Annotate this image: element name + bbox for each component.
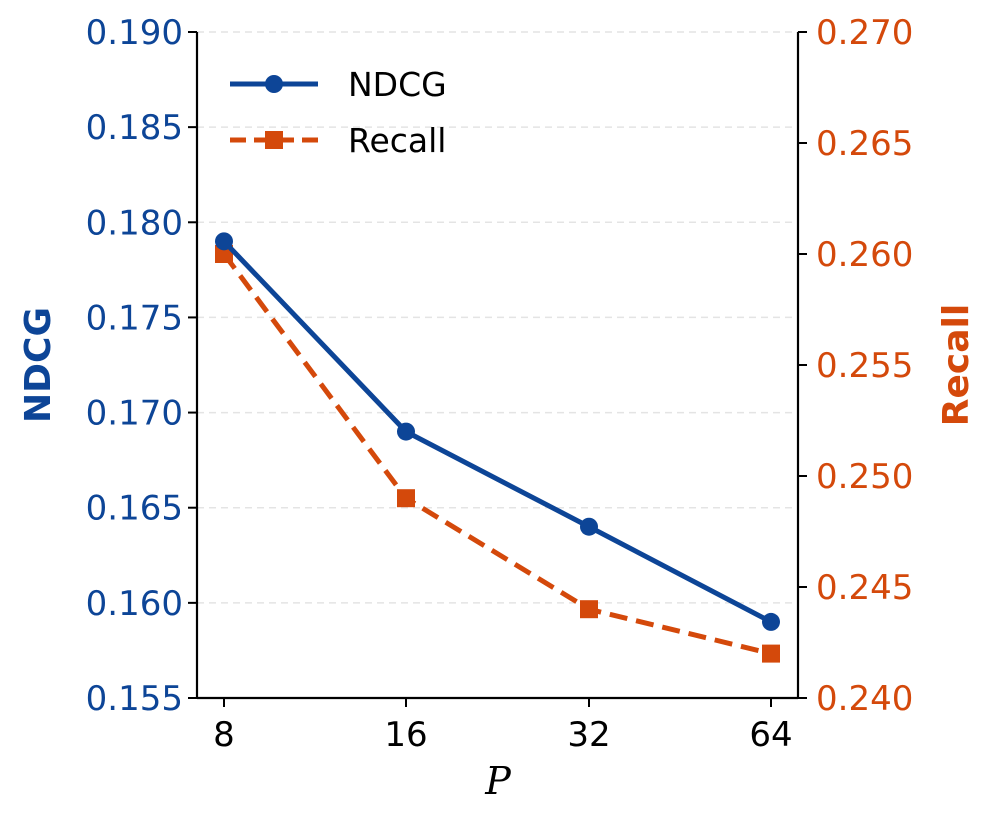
left-tick-label: 0.160 (86, 584, 183, 624)
left-tick-label: 0.180 (86, 203, 183, 243)
data-point-recall (580, 600, 598, 619)
left-axis-title: NDCG (18, 307, 59, 423)
left-tick-label: 0.170 (86, 394, 183, 434)
x-tick-label: 8 (213, 715, 235, 755)
data-point-ndcg (215, 232, 233, 251)
right-axis-title: Recall (936, 304, 977, 426)
grid-lines (197, 31, 798, 604)
data-point-recall (397, 489, 415, 508)
legend: NDCG Recall (230, 65, 447, 160)
right-tick-label: 0.245 (816, 568, 913, 608)
data-point-ndcg (762, 612, 780, 631)
right-tick-label: 0.265 (816, 124, 913, 164)
data-point-recall (762, 644, 780, 663)
data-point-ndcg (580, 517, 598, 536)
series-line-ndcg (222, 239, 773, 625)
series-line-recall (221, 252, 772, 657)
x-tick-label: 16 (384, 715, 427, 755)
left-tick-label: 0.155 (86, 679, 183, 719)
right-tick-label: 0.255 (816, 346, 913, 386)
left-y-ticks: 0.155 0.160 0.165 0.170 0.175 0.180 0.185 0.190 (86, 13, 197, 719)
right-tick-label: 0.270 (816, 13, 913, 53)
right-tick-label: 0.260 (816, 235, 913, 275)
right-tick-label: 0.250 (816, 457, 913, 497)
right-y-ticks: 0.240 0.245 0.250 0.255 0.260 0.265 0.270 (798, 13, 913, 719)
left-tick-label: 0.165 (86, 489, 183, 529)
legend-ndcg-label: NDCG (348, 65, 447, 104)
x-axis-title: P (484, 759, 512, 803)
right-tick-label: 0.240 (816, 679, 913, 719)
x-tick-label: 64 (749, 715, 792, 755)
left-tick-label: 0.190 (86, 13, 183, 53)
axes (195, 32, 800, 700)
data-point-ndcg (397, 422, 415, 441)
legend-ndcg-marker (265, 75, 283, 93)
left-tick-label: 0.185 (86, 108, 183, 148)
legend-recall-label: Recall (348, 121, 446, 160)
legend-recall-marker (265, 131, 283, 149)
left-tick-label: 0.175 (86, 298, 183, 338)
x-ticks: 8 16 32 64 (213, 698, 793, 755)
series (215, 232, 780, 663)
x-tick-label: 32 (567, 715, 610, 755)
